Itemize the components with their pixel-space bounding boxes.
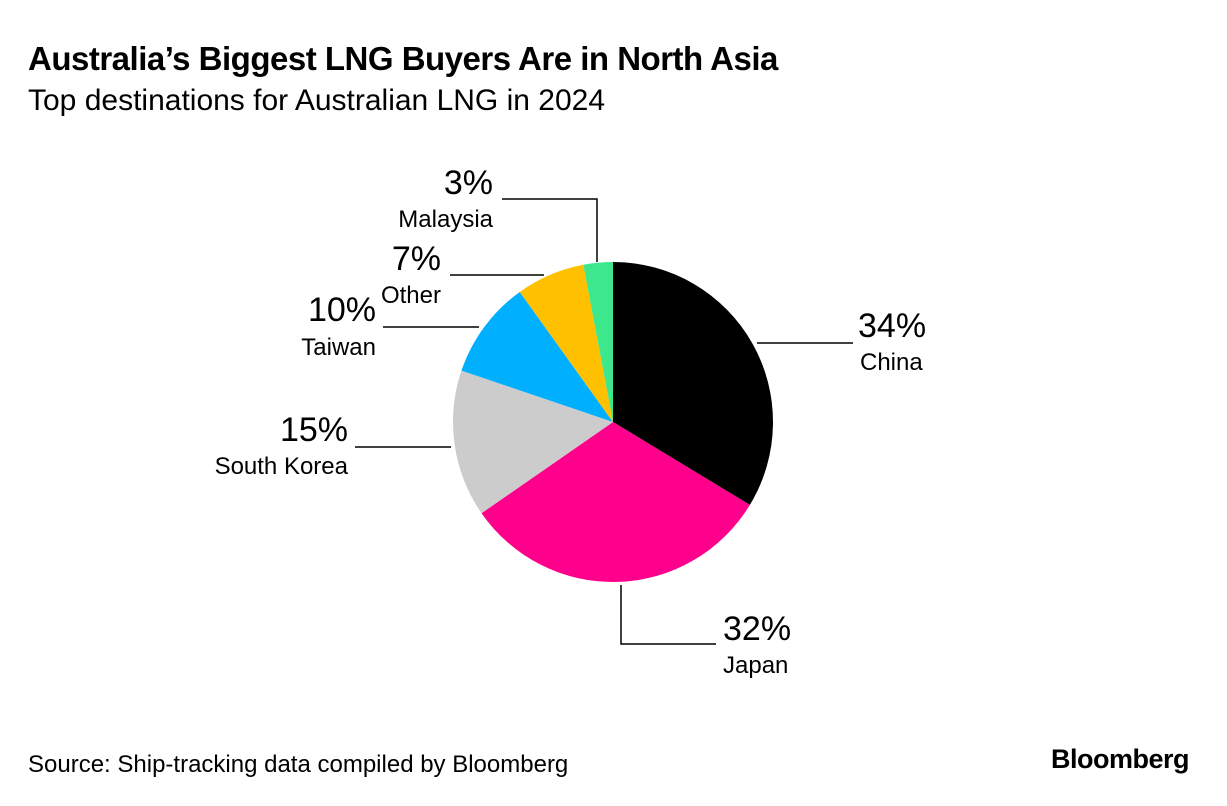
- bloomberg-logo: Bloomberg: [1050, 744, 1190, 774]
- leader-line-japan: [620, 585, 716, 645]
- category-label-south-korea: South Korea: [215, 453, 349, 480]
- chart-title: Australia’s Biggest LNG Buyers Are in No…: [28, 40, 778, 77]
- pie-slice-japan: [481, 422, 750, 582]
- category-label-taiwan: Taiwan: [301, 334, 376, 361]
- pie-slice-china: [613, 262, 773, 505]
- data-label-japan: 32%: [723, 610, 791, 648]
- data-label-south-korea: 15%: [280, 411, 348, 449]
- data-label-other: 7%: [392, 240, 441, 278]
- data-label-china: 34%: [858, 307, 926, 345]
- category-label-other: Other: [381, 282, 441, 309]
- data-label-taiwan: 10%: [308, 291, 376, 329]
- leader-line-malaysia: [502, 198, 598, 262]
- data-label-malaysia: 3%: [444, 164, 493, 202]
- pie-slice-other: [519, 264, 613, 422]
- chart-subtitle: Top destinations for Australian LNG in 2…: [28, 84, 606, 117]
- source-note: Source: Ship-tracking data compiled by B…: [28, 751, 569, 778]
- pie-slice-south-korea: [453, 370, 613, 514]
- category-label-china: China: [860, 349, 923, 376]
- pie-slice-taiwan: [461, 291, 613, 422]
- category-label-japan: Japan: [723, 652, 788, 679]
- pie-slice-malaysia: [583, 262, 613, 422]
- category-label-malaysia: Malaysia: [398, 206, 493, 233]
